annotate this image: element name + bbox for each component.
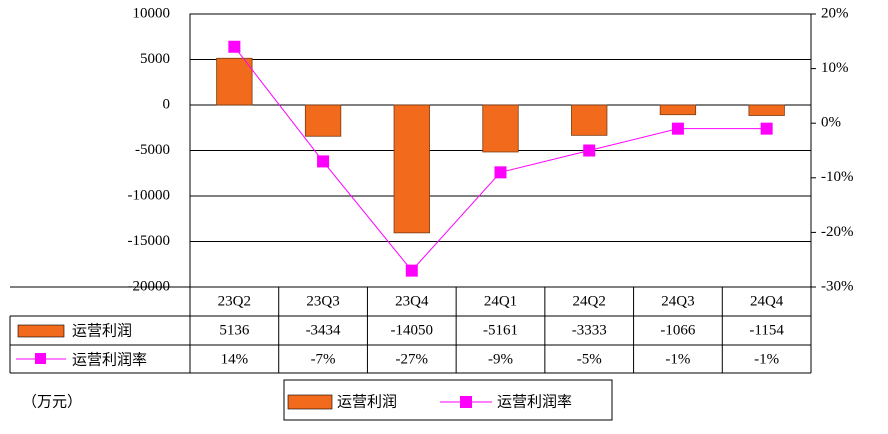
table-value: -14050 xyxy=(391,322,434,338)
y-tick-label: -20000 xyxy=(128,278,171,294)
marker xyxy=(583,144,596,157)
marker xyxy=(760,122,773,135)
bar xyxy=(304,104,342,137)
unit-note: （万元） xyxy=(22,393,82,411)
legend-label: 运营利润率 xyxy=(497,393,572,411)
bar xyxy=(571,104,608,136)
table-value: -27% xyxy=(396,351,429,367)
x-tick-label: 23Q4 xyxy=(395,293,429,309)
y-tick-label: 0 xyxy=(163,96,171,112)
y2-tick-label: -10% xyxy=(821,169,854,185)
y2-tick-label: -20% xyxy=(821,224,854,240)
marker xyxy=(494,166,507,179)
y-tick-label: 5000 xyxy=(140,51,170,67)
table-value: -5161 xyxy=(483,322,518,338)
y-tick-label: -10000 xyxy=(128,187,171,203)
table-value: -1% xyxy=(665,351,690,367)
x-tick-label: 24Q2 xyxy=(573,293,606,309)
y-tick-label: 10000 xyxy=(133,5,171,21)
x-tick-label: 24Q1 xyxy=(484,293,517,309)
marker xyxy=(405,264,418,277)
table-value: 5136 xyxy=(219,322,250,338)
x-tick-label: 23Q3 xyxy=(306,293,339,309)
legend-marker xyxy=(35,353,46,364)
y2-tick-label: -30% xyxy=(821,278,854,294)
table-value: -1% xyxy=(754,351,779,367)
x-tick-label: 24Q4 xyxy=(750,293,784,309)
bar xyxy=(659,104,697,116)
table-row-label: 运营利润率 xyxy=(72,351,147,369)
y2-tick-label: 20% xyxy=(821,5,849,21)
y2-tick-label: 0% xyxy=(821,115,841,131)
table-value: -7% xyxy=(311,351,336,367)
bar xyxy=(393,104,430,234)
legend-label: 运营利润 xyxy=(337,393,397,411)
x-tick-label: 23Q2 xyxy=(218,293,251,309)
legend-swatch xyxy=(17,324,65,338)
line xyxy=(233,46,767,272)
legend-marker xyxy=(460,396,472,408)
table-value: -1066 xyxy=(660,322,695,338)
table-value: -1154 xyxy=(749,322,784,338)
table-value: -3434 xyxy=(306,322,341,338)
bar xyxy=(748,104,785,116)
legend-box xyxy=(283,379,613,421)
table-value: 14% xyxy=(221,351,249,367)
table-row-label: 运营利润 xyxy=(72,322,132,340)
y-tick-label: -5000 xyxy=(135,142,170,158)
marker xyxy=(317,155,330,168)
bar xyxy=(482,104,519,153)
legend-swatch xyxy=(287,394,333,410)
table-value: -3333 xyxy=(572,322,607,338)
table-value: -5% xyxy=(577,351,602,367)
bar xyxy=(216,57,253,106)
table-value: -9% xyxy=(488,351,513,367)
marker xyxy=(671,122,684,135)
y-tick-label: -15000 xyxy=(128,233,171,249)
y2-tick-label: 10% xyxy=(821,60,849,76)
marker xyxy=(228,40,241,53)
x-tick-label: 24Q3 xyxy=(661,293,694,309)
